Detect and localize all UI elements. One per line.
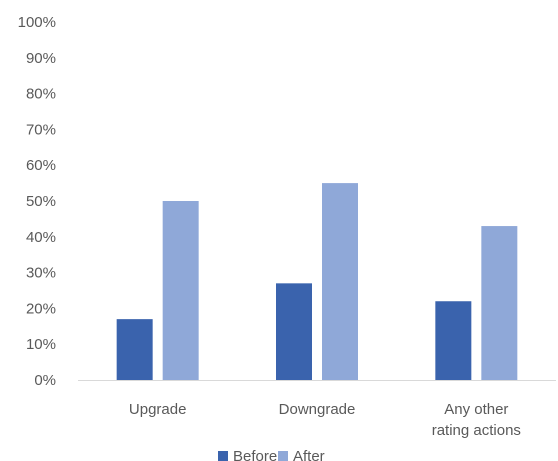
y-axis-labels: 0% 10% 20% 30% 40% 50% 60% 70% 80% 90% 100% [18,14,56,389]
legend: Before After [218,448,325,461]
bar-after-2 [322,183,358,380]
y-tick-label: 30% [26,265,56,282]
legend-item-after: After [278,448,325,461]
y-tick-label: 10% [26,336,56,353]
legend-swatch [278,451,288,461]
y-tick-label: 100% [18,14,56,31]
bar-after-1 [162,201,199,380]
x-axis-labels: Upgrade Downgrade Any other rating actions [129,401,521,439]
x-category-label: Downgrade [279,401,356,418]
y-tick-label: 40% [26,229,56,246]
y-tick-label: 70% [26,121,56,138]
bars [116,183,518,380]
bar-before-2 [276,283,312,380]
y-tick-label: 0% [34,372,56,389]
y-tick-label: 80% [26,86,56,103]
legend-item-before: Before [218,448,277,461]
legend-swatch [218,451,228,461]
y-tick-label: 60% [26,157,56,174]
legend-label: After [293,448,325,461]
y-tick-label: 50% [26,193,56,210]
x-category-label: Upgrade [129,401,187,418]
y-tick-label: 90% [26,50,56,67]
legend-label: Before [233,448,277,461]
y-tick-label: 20% [26,300,56,317]
bar-before-1 [116,319,153,380]
bar-after-3 [481,226,518,380]
x-category-label: Any other rating actions [432,401,521,439]
bar-before-3 [435,301,472,380]
